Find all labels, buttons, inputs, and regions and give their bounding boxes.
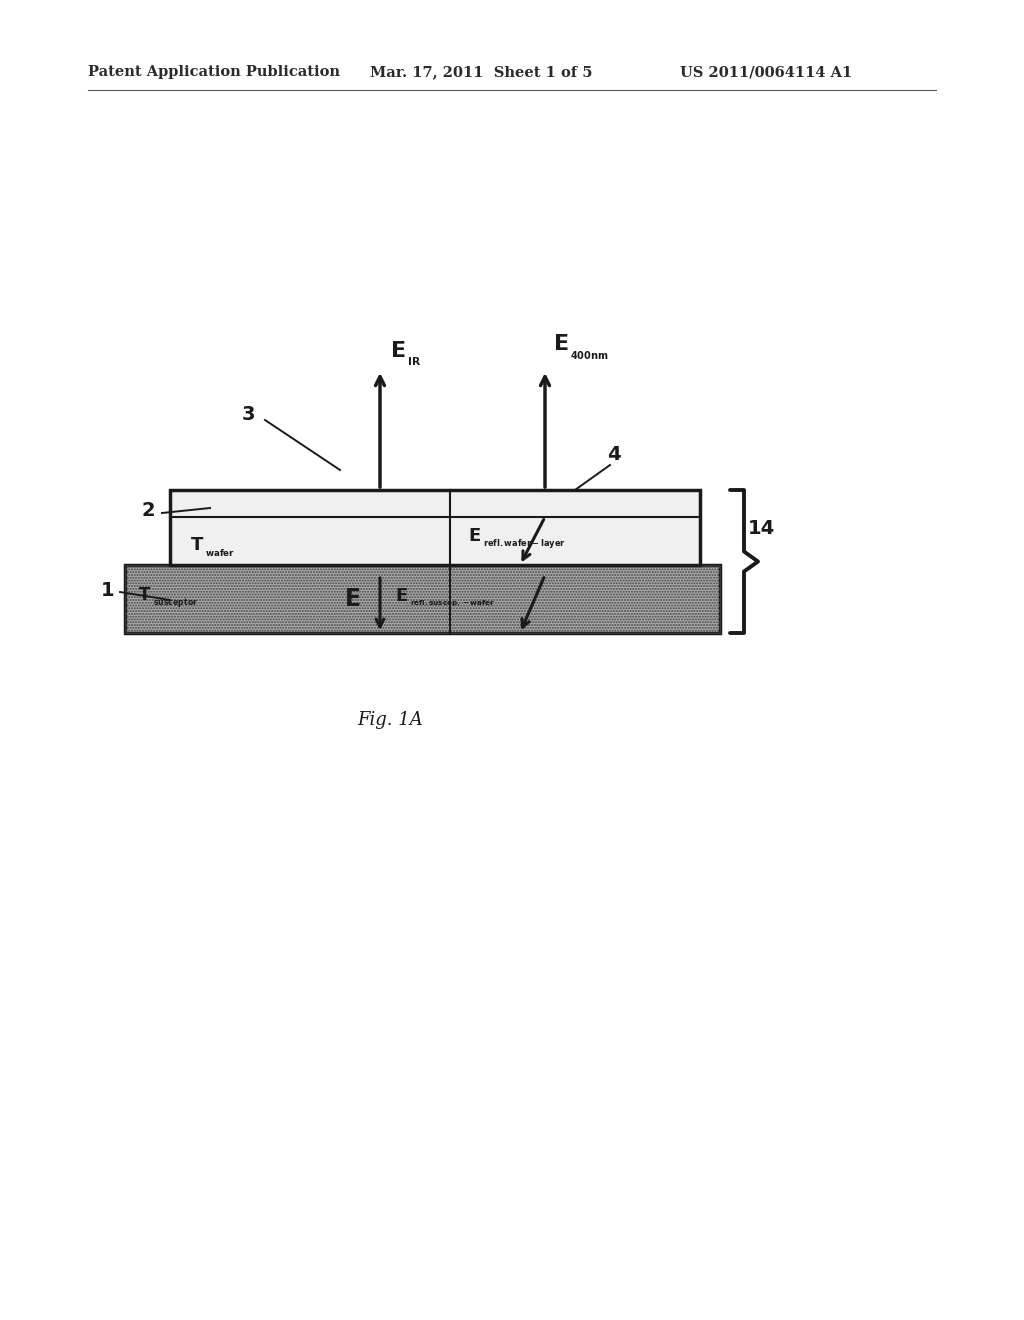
Text: $\mathbf{E}$: $\mathbf{E}$ [468,527,481,545]
Text: $\mathbf{_{400nm}}$: $\mathbf{_{400nm}}$ [570,348,608,362]
Text: $\mathbf{T}$: $\mathbf{T}$ [190,536,204,554]
Text: $\mathbf{E}$: $\mathbf{E}$ [390,341,406,362]
Text: US 2011/0064114 A1: US 2011/0064114 A1 [680,65,852,79]
Text: $\mathbf{T}$: $\mathbf{T}$ [138,587,152,605]
Text: $\mathbf{_{refl.suscep.-wafer}}$: $\mathbf{_{refl.suscep.-wafer}}$ [410,599,495,609]
Text: $\mathbf{_{wafer}}$: $\mathbf{_{wafer}}$ [205,545,236,558]
Text: $\mathbf{_{susceptor}}$: $\mathbf{_{susceptor}}$ [153,597,199,611]
Text: Fig. 1A: Fig. 1A [357,711,423,729]
Bar [170,490,700,565]
Text: $\mathbf{E}$: $\mathbf{E}$ [395,587,408,605]
Text: Mar. 17, 2011  Sheet 1 of 5: Mar. 17, 2011 Sheet 1 of 5 [370,65,593,79]
Text: $\mathbf{E}$: $\mathbf{E}$ [344,589,360,611]
Text: 4: 4 [607,446,621,465]
Text: Patent Application Publication: Patent Application Publication [88,65,340,79]
Bar [125,565,720,634]
Text: 14: 14 [748,519,775,537]
Text: $\mathbf{_{IR}}$: $\mathbf{_{IR}}$ [407,354,421,368]
Text: $\mathbf{_{refl.wafer-layer}}$: $\mathbf{_{refl.wafer-layer}}$ [483,536,566,549]
Text: $\mathbf{E}$: $\mathbf{E}$ [553,333,568,355]
Text: 3: 3 [242,405,255,425]
Text: 1: 1 [101,581,115,599]
Text: 2: 2 [141,500,155,520]
Bar [125,565,720,634]
